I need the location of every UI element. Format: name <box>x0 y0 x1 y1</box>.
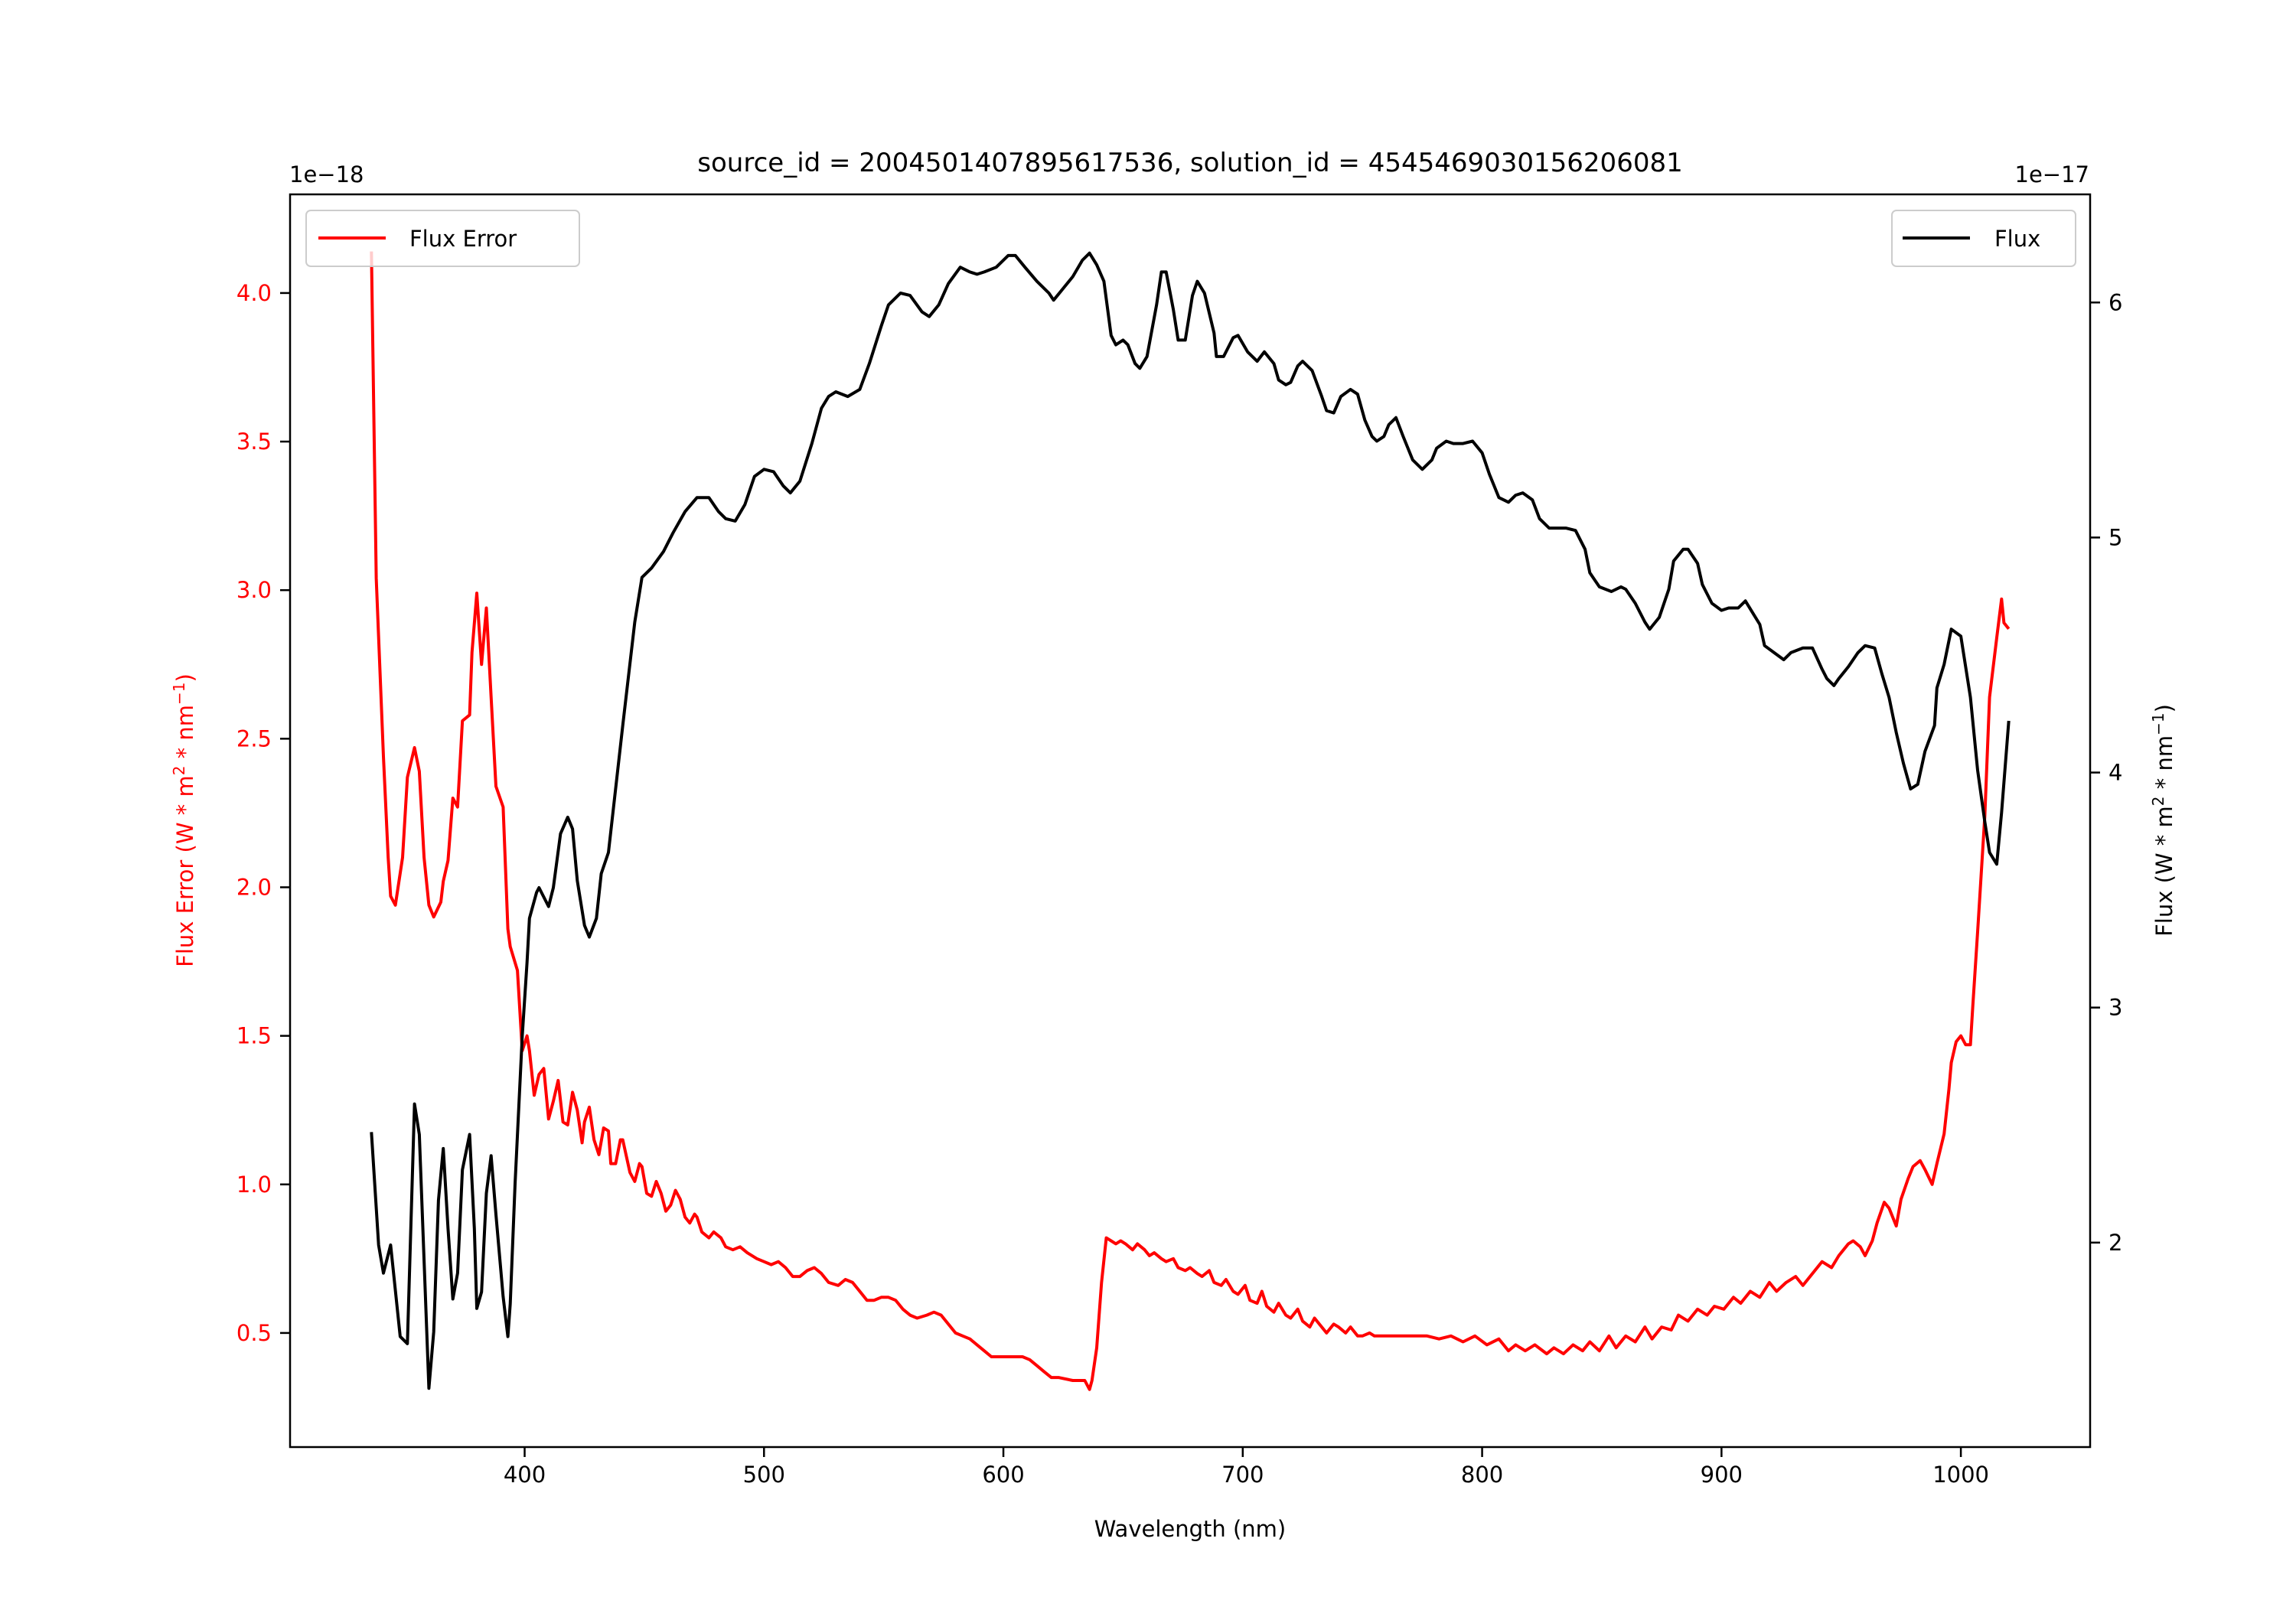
legend-label-flux: Flux <box>1994 226 2040 252</box>
x-axis-label: Wavelength (nm) <box>1094 1516 1287 1542</box>
left-axis-offset-text: 1e−18 <box>289 161 364 187</box>
x-tick-label: 600 <box>982 1462 1024 1488</box>
chart-title: source_id = 2004501407895617536, solutio… <box>697 148 1682 178</box>
left-y-tick-label: 0.5 <box>236 1320 272 1346</box>
left-y-tick-label: 1.5 <box>236 1023 272 1049</box>
right-y-tick-label: 3 <box>2108 995 2122 1021</box>
left-y-tick-label: 1.0 <box>236 1172 272 1198</box>
left-y-tick-label: 4.0 <box>236 280 272 306</box>
right-y-tick-label: 4 <box>2108 760 2122 786</box>
legend-box <box>1891 210 2076 267</box>
legend-label-flux-error: Flux Error <box>409 226 517 252</box>
x-tick-label: 700 <box>1221 1462 1264 1488</box>
x-tick-label: 400 <box>504 1462 546 1488</box>
right-axis-offset-text: 1e−17 <box>2015 161 2090 187</box>
x-tick-label: 500 <box>743 1462 785 1488</box>
series-line-flux <box>370 251 2011 1390</box>
left-y-tick-label: 2.0 <box>236 874 272 900</box>
right-y-axis-label: Flux (W * m2 * nm−1) <box>2149 704 2177 937</box>
x-tick-label: 800 <box>1461 1462 1503 1488</box>
left-y-tick-label: 3.0 <box>236 577 272 603</box>
right-y-tick-label: 5 <box>2108 524 2122 550</box>
legend-box <box>305 210 580 267</box>
left-y-tick-label: 2.5 <box>236 725 272 751</box>
right-y-tick-label: 6 <box>2108 289 2122 315</box>
plot-frame <box>289 193 2092 1449</box>
x-tick-label: 900 <box>1701 1462 1743 1488</box>
x-tick-label: 1000 <box>1932 1462 1989 1488</box>
left-y-tick-label: 3.5 <box>236 429 272 455</box>
legend-flux-error: Flux Error <box>305 210 580 267</box>
legend-flux: Flux <box>1891 210 2076 267</box>
right-y-tick-label: 2 <box>2108 1230 2122 1256</box>
series-line-flux-error <box>370 251 2011 1391</box>
left-y-axis-label: Flux Error (W * m2 * nm−1) <box>170 673 198 967</box>
